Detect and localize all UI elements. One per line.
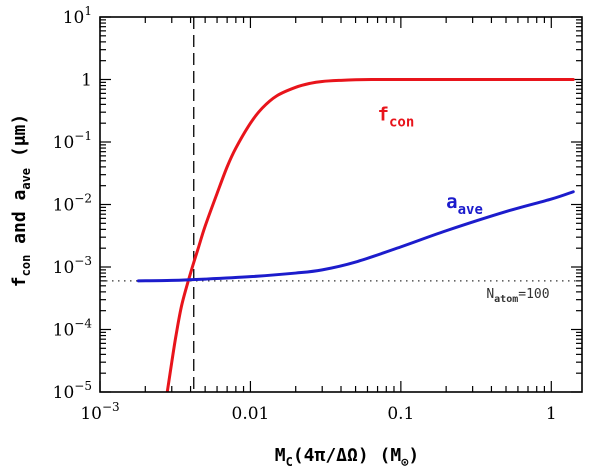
y-axis-title-and: and a [9, 190, 30, 255]
x-tick-label: 10−3 [80, 400, 119, 424]
y-tick-base: 10 [53, 258, 75, 278]
x-tick-base: 10 [80, 404, 102, 424]
reference-label-main: N [486, 287, 494, 302]
x-tick-label: 0.1 [387, 404, 414, 424]
y-axis-title-unit: (μm) [9, 114, 30, 168]
y-tick-exponent: −2 [74, 192, 92, 206]
y-tick-base: 10 [53, 133, 75, 153]
y-tick-base: 10 [53, 196, 75, 216]
y-tick-exponent: −1 [74, 129, 92, 143]
x-tick-text: 1 [546, 404, 557, 424]
x-tick-text: 0.1 [387, 404, 414, 424]
y-tick-exponent: −4 [74, 317, 92, 331]
y-tick-exponent: −5 [74, 379, 92, 393]
series-label-main: f [378, 104, 389, 126]
x-axis-title-rest: (4π/ΔΩ) (M [293, 445, 402, 466]
y-tick-label: 10−4 [53, 317, 93, 341]
y-tick-base: 10 [53, 321, 75, 341]
reference-label-sub: atom [494, 294, 518, 305]
y-tick-label: 10−1 [53, 129, 92, 153]
x-axis-title-close: ) [408, 445, 419, 466]
x-axis-title-main: M [275, 445, 286, 466]
x-tick-exponent: −3 [102, 400, 120, 414]
plot-content [100, 17, 582, 392]
y-tick-exponent: 1 [84, 4, 92, 18]
x-axis-title: MC(4π/ΔΩ) (M⊙) [275, 445, 420, 469]
y-axis-title: fcon and aave (μm) [9, 114, 33, 287]
series-line-a-ave [136, 190, 575, 283]
series-label-sub: con [389, 115, 414, 131]
y-axis-title-f: f [9, 276, 30, 287]
y-tick-label: 101 [63, 4, 92, 28]
y-tick-text: 1 [81, 71, 92, 91]
x-axis-title-sun: ⊙ [401, 455, 409, 469]
y-tick-label: 1 [81, 71, 92, 91]
reference-line-label: Natom=100 [486, 287, 549, 305]
y-tick-label: 10−3 [53, 254, 92, 278]
series-label-sub: ave [458, 202, 483, 218]
y-axis-title-a-sub: ave [19, 168, 33, 190]
x-tick-text: 0.01 [232, 404, 270, 424]
series-label-f-con: fcon [378, 104, 415, 131]
y-tick-base: 10 [53, 383, 75, 403]
y-tick-exponent: −3 [74, 254, 92, 268]
x-tick-label: 0.01 [232, 404, 270, 424]
y-axis-title-f-sub: con [19, 255, 33, 277]
reference-label-rest: =100 [518, 287, 549, 302]
y-tick-base: 10 [63, 8, 85, 28]
y-tick-label: 10−5 [53, 379, 92, 403]
series-line-f-con [165, 77, 575, 392]
x-axis-title-sub: C [286, 455, 293, 469]
plot-frame [99, 16, 583, 393]
x-tick-label: 1 [546, 404, 557, 424]
series-label-main: a [446, 191, 457, 213]
y-tick-label: 10−2 [53, 192, 92, 216]
series-label-a-ave: aave [446, 191, 483, 218]
